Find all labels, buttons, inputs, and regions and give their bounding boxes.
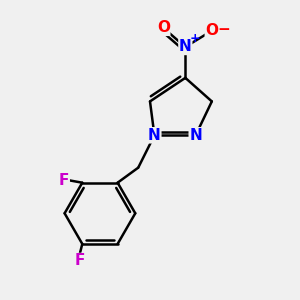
Text: O: O bbox=[205, 23, 218, 38]
Text: F: F bbox=[74, 254, 85, 268]
Text: N: N bbox=[148, 128, 161, 143]
Text: N: N bbox=[189, 128, 202, 143]
Text: O: O bbox=[157, 20, 170, 35]
Text: F: F bbox=[59, 173, 69, 188]
Text: −: − bbox=[218, 22, 231, 37]
Text: +: + bbox=[189, 32, 200, 45]
Text: N: N bbox=[179, 39, 192, 54]
